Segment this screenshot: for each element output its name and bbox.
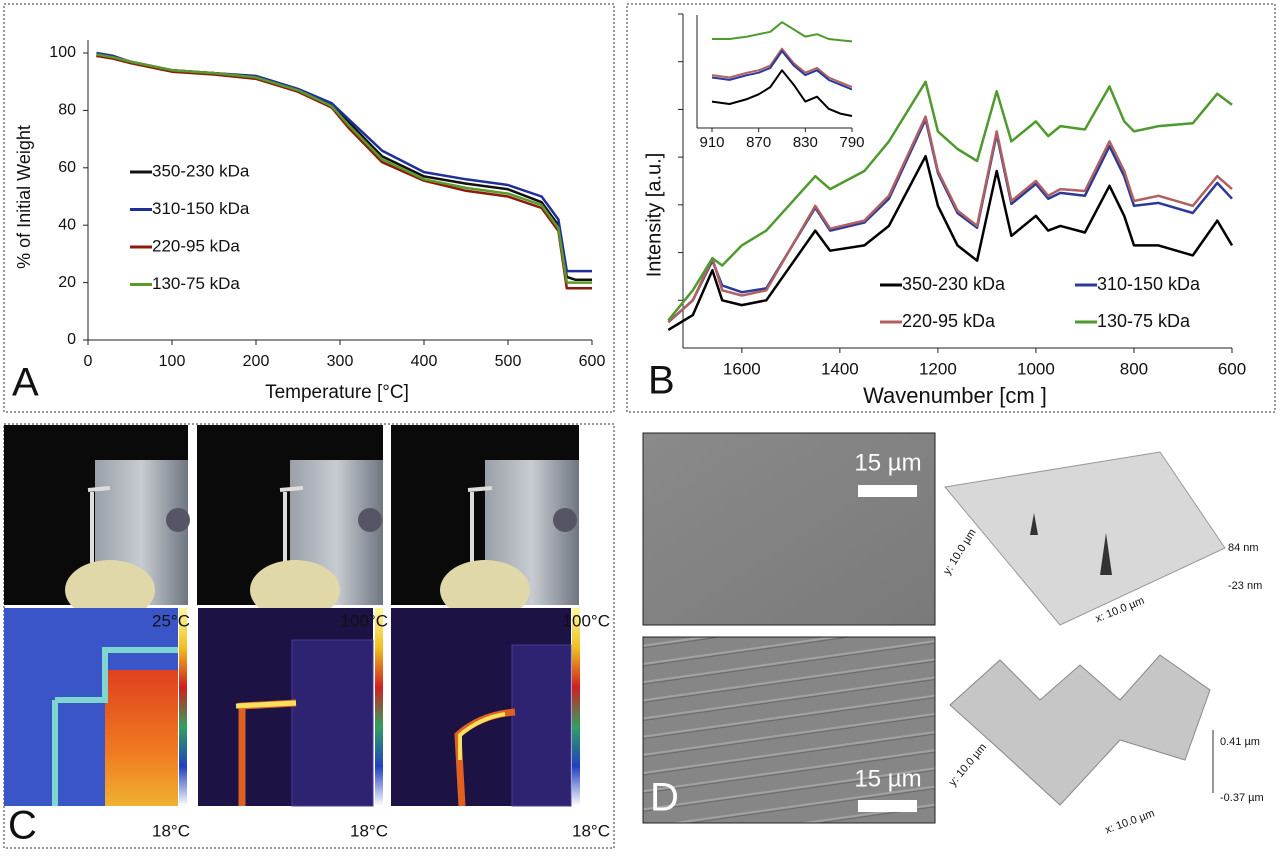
x-axis-title: Temperature [°C] — [265, 382, 409, 403]
photo — [391, 425, 579, 620]
x-axis-title: Wavenumber [cm ] — [863, 383, 1047, 408]
scale-bar-label: 15 µm — [854, 765, 921, 792]
photo — [4, 425, 190, 620]
series-line — [711, 47, 853, 89]
photo — [197, 425, 383, 620]
x-tick-label: 1000 — [1017, 359, 1055, 378]
legend-label: 220-95 kDa — [902, 311, 996, 331]
y-tick-label: 80 — [58, 102, 76, 119]
x-tick-label: 400 — [411, 353, 438, 370]
y-tick-label: 20 — [58, 274, 76, 291]
scale-bar-label: 15 µm — [854, 449, 921, 476]
series-line — [711, 50, 853, 91]
panel-b-frame — [626, 3, 1276, 413]
colorbar-max: 100°C — [341, 611, 388, 630]
x-tick-label: 600 — [579, 353, 606, 370]
thermal-image — [198, 608, 383, 807]
z-max-label: 84 nm — [1228, 542, 1259, 554]
legend-label: 130-75 kDa — [152, 274, 240, 293]
afm-surface — [944, 451, 1226, 626]
y-axis-title: % of Initial Weight — [14, 125, 34, 269]
y-tick-label: 100 — [49, 44, 76, 61]
legend-label: 350-230 kDa — [902, 274, 1006, 294]
series-line — [667, 118, 1233, 324]
x-tick-label: 500 — [495, 353, 522, 370]
x-tick-label: 100 — [159, 353, 186, 370]
z-min-label: -0.37 µm — [1220, 792, 1264, 804]
x-tick-label: 1200 — [919, 359, 957, 378]
y-axis-title: Intensity [a.u.] — [643, 153, 665, 278]
z-min-label: -23 nm — [1228, 580, 1262, 592]
sem-image — [642, 432, 936, 626]
panel-label: D — [650, 776, 679, 820]
series-line — [96, 53, 592, 284]
panel-label: B — [648, 359, 675, 403]
series-line — [667, 154, 1234, 331]
series-line — [712, 21, 853, 43]
scale-bar — [858, 485, 917, 497]
y-axis-label: y: 10.0 µm — [941, 527, 979, 577]
inset-x-tick-label: 790 — [839, 134, 864, 151]
z-max-label: 0.41 µm — [1220, 736, 1260, 748]
series-line — [667, 115, 1233, 324]
x-tick-label: 200 — [243, 353, 270, 370]
panel-label: C — [8, 804, 37, 848]
legend-label: 310-150 kDa — [152, 199, 250, 218]
thermal-image — [391, 608, 580, 807]
panel-a-frame — [3, 3, 615, 413]
colorbar-max: 100°C — [563, 611, 610, 630]
y-tick-label: 0 — [67, 331, 76, 348]
legend-label: 130-75 kDa — [1097, 311, 1191, 331]
sem-image — [642, 636, 936, 824]
afm-surface — [949, 654, 1211, 806]
x-tick-label: 1400 — [821, 359, 859, 378]
legend-label: 350-230 kDa — [152, 161, 250, 180]
x-axis-label: x: 10.0 µm — [1104, 807, 1157, 836]
colorbar-min: 18°C — [572, 821, 610, 840]
inset-x-tick-label: 830 — [793, 134, 818, 151]
colorbar-min: 18°C — [350, 821, 388, 840]
x-tick-label: 0 — [84, 353, 93, 370]
series-line — [667, 80, 1233, 322]
inset-x-tick-label: 870 — [746, 134, 771, 151]
y-tick-label: 40 — [58, 216, 76, 233]
inset-x-tick-label: 910 — [699, 134, 724, 151]
y-tick-label: 60 — [58, 159, 76, 176]
x-tick-label: 600 — [1218, 359, 1246, 378]
x-tick-label: 800 — [1120, 359, 1148, 378]
legend-label: 220-95 kDa — [152, 236, 240, 255]
thermal-row — [4, 608, 580, 807]
y-axis-label: y: 10.0 µm — [947, 741, 989, 788]
x-tick-label: 1600 — [723, 359, 761, 378]
scale-bar — [858, 800, 917, 812]
thermal-image — [4, 608, 187, 806]
colorbar-max: 25°C — [152, 611, 190, 630]
colorbar-min: 18°C — [152, 821, 190, 840]
afm-peaks — [1030, 513, 1112, 575]
series-line — [711, 69, 853, 117]
legend-label: 310-150 kDa — [1097, 274, 1201, 294]
panel-label: A — [12, 361, 39, 405]
x-tick-label: 300 — [327, 353, 354, 370]
photo-row — [4, 425, 579, 620]
